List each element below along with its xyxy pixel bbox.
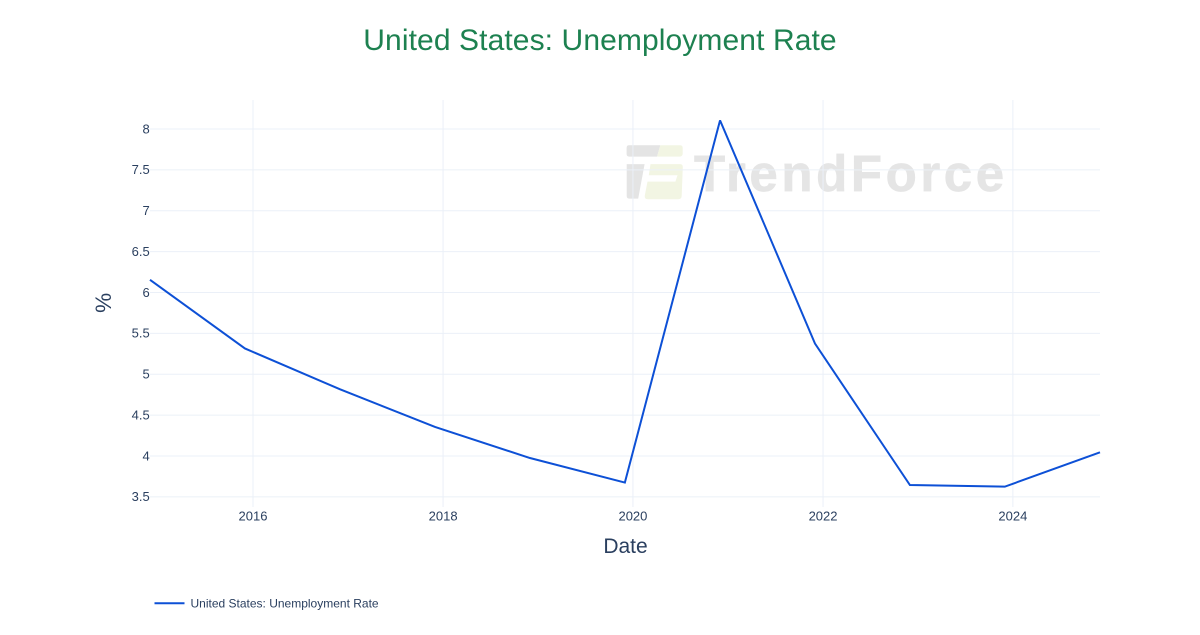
svg-text:5: 5 — [142, 367, 149, 382]
svg-text:2016: 2016 — [239, 508, 268, 523]
svg-text:3.5: 3.5 — [132, 489, 150, 504]
svg-text:2022: 2022 — [809, 508, 838, 523]
svg-text:Date: Date — [603, 535, 647, 558]
svg-text:8: 8 — [142, 121, 149, 136]
svg-text:5.5: 5.5 — [132, 326, 150, 341]
svg-text:2018: 2018 — [429, 508, 458, 523]
svg-text:4: 4 — [142, 448, 149, 463]
svg-text:6: 6 — [142, 285, 149, 300]
svg-text:2020: 2020 — [618, 508, 647, 523]
svg-text:7.5: 7.5 — [132, 162, 150, 177]
svg-text:7: 7 — [142, 203, 149, 218]
svg-text:6.5: 6.5 — [132, 244, 150, 259]
svg-text:2024: 2024 — [998, 508, 1027, 523]
svg-text:%: % — [91, 293, 116, 313]
svg-text:TrendForce: TrendForce — [694, 145, 1008, 202]
svg-text:4.5: 4.5 — [132, 407, 150, 422]
svg-text:United States: Unemployment Ra: United States: Unemployment Rate — [363, 24, 836, 57]
svg-text:United States: Unemployment Ra: United States: Unemployment Rate — [191, 597, 379, 611]
